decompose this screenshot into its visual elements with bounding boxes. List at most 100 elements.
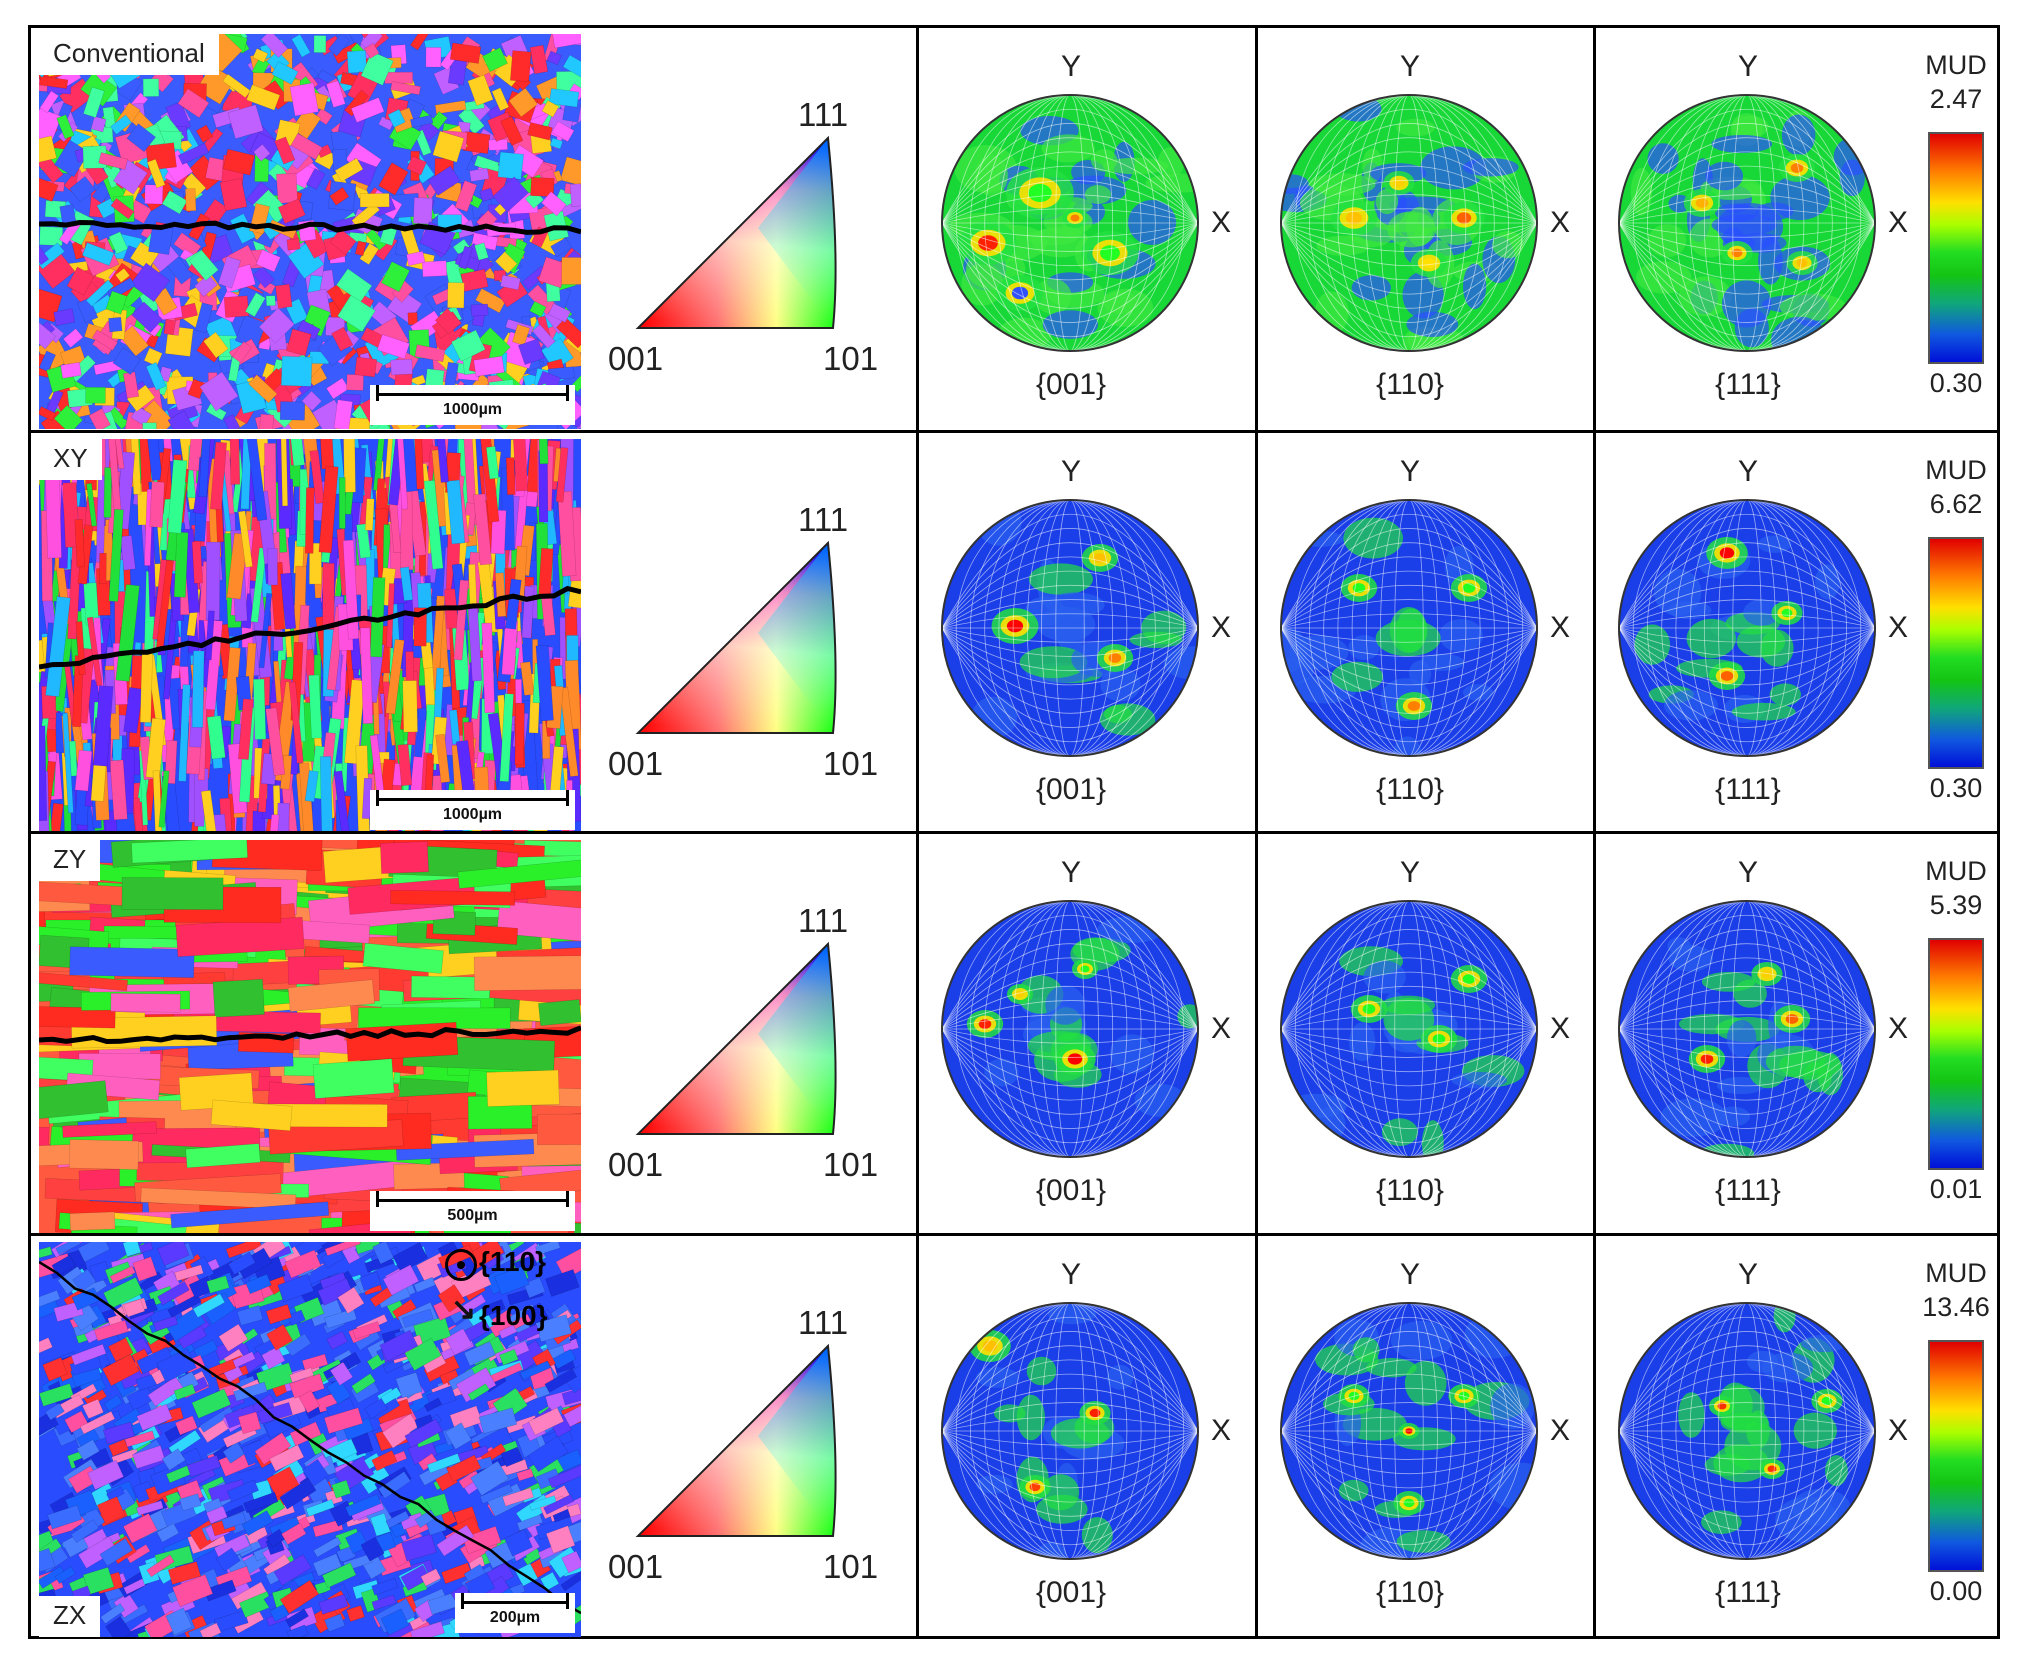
crack-line — [39, 219, 581, 235]
pole-figure-plot — [1618, 1301, 1876, 1560]
pole-figure-plot — [941, 94, 1199, 352]
crack-line — [39, 1260, 581, 1614]
colorbar-min: 0.30 — [1929, 772, 1983, 803]
axis-x-label: X — [1888, 1012, 1909, 1045]
pole-figure-outline — [1618, 498, 1876, 757]
mud-colorbar: MUD 13.46 0.00 — [1911, 1236, 2001, 1638]
pole-figure-plot — [1280, 900, 1538, 1158]
ipf-label-111: 111 — [798, 500, 849, 538]
ipf-label-101: 101 — [823, 1547, 879, 1585]
ebsd-map-cell: ZY 500µm — [39, 840, 581, 1235]
pole-figure-outline — [941, 900, 1199, 1158]
pole-figure-name: {110} — [1376, 368, 1444, 401]
pole-figure-plot — [1280, 498, 1538, 757]
column-divider — [916, 1235, 919, 1637]
sample-label: ZY — [39, 840, 101, 881]
ipf-triangle — [635, 540, 837, 734]
pole-figure-name: {110} — [1376, 1575, 1444, 1609]
column-divider — [1593, 1235, 1596, 1637]
colorbar-title: MUD — [1925, 50, 1987, 80]
scale-bar: 1000µm — [370, 385, 575, 425]
pole-figure-110: Y X {110} — [1265, 433, 1600, 835]
ipf-label-101: 101 — [823, 340, 879, 377]
ebsd-orientation-map — [39, 1241, 581, 1637]
colorbar-gradient — [1928, 938, 1984, 1170]
pole-figure-name: {111} — [1715, 368, 1781, 401]
ipf-color-key: 111 001 101 — [598, 1236, 916, 1638]
pole-figure-plot — [1618, 94, 1876, 352]
colorbar-title: MUD — [1925, 454, 1987, 485]
pole-figure-111: Y X {111} — [1603, 1236, 1938, 1638]
mud-colorbar: MUD 6.62 0.30 — [1911, 433, 2001, 835]
axis-y-label: Y — [1061, 50, 1082, 83]
column-divider — [916, 432, 919, 834]
axis-y-label: Y — [1061, 1257, 1082, 1291]
pole-figure-outline — [1618, 1301, 1876, 1560]
ipf-label-101: 101 — [823, 1146, 879, 1183]
column-divider — [916, 28, 919, 430]
pole-figure-plot — [941, 900, 1199, 1158]
ipf-triangle-outline — [635, 1343, 837, 1537]
pole-figure-plot — [941, 498, 1199, 757]
column-divider — [1255, 1235, 1258, 1637]
pole-figure-110: Y X {110} — [1265, 1236, 1600, 1638]
sample-label: XY — [39, 438, 102, 480]
pole-figure-outline — [941, 94, 1199, 352]
plane-110-label: {110} — [479, 1245, 546, 1277]
row-xy: XY 1000µm 111 001 101 Y X {001} Y X {110} Y X {111} MU… — [31, 429, 1997, 835]
scale-bar: 200µm — [455, 1592, 575, 1633]
axis-x-label: X — [1550, 1012, 1571, 1045]
pole-figure-111: Y X {111} — [1603, 28, 1938, 430]
scale-bar-label: 200µm — [489, 1608, 541, 1626]
ipf-color-key: 111 001 101 — [598, 433, 916, 835]
colorbar-title: MUD — [1925, 856, 1987, 886]
axis-y-label: Y — [1061, 454, 1082, 488]
column-divider — [1593, 834, 1596, 1236]
ipf-color-key: 111 001 101 — [598, 834, 916, 1236]
axis-y-label: Y — [1738, 50, 1759, 83]
column-divider — [1255, 834, 1258, 1236]
colorbar-gradient — [1928, 536, 1984, 769]
ipf-triangle-outline — [635, 135, 837, 329]
crack-line — [39, 585, 581, 669]
ebsd-orientation-map — [39, 840, 581, 1235]
scale-bar-label: 1000µm — [442, 805, 503, 823]
ipf-label-001: 001 — [608, 744, 664, 782]
ipf-label-001: 001 — [608, 1146, 664, 1183]
colorbar-max: 2.47 — [1929, 84, 1983, 114]
axis-x-label: X — [1888, 206, 1909, 239]
row-zy: ZY 500µm 111 001 101 Y X {001} Y X {110} Y X {111} MUD… — [31, 831, 1997, 1236]
sample-label: Conventional — [39, 34, 219, 75]
ipf-triangle — [635, 135, 837, 329]
pole-figure-name: {001} — [1035, 772, 1107, 806]
pole-figure-name: {111} — [1715, 772, 1781, 806]
ipf-label-111: 111 — [798, 96, 849, 133]
pole-figure-plot — [1280, 94, 1538, 352]
column-divider — [916, 834, 919, 1236]
ipf-label-111: 111 — [798, 1303, 849, 1341]
pole-figure-111: Y X {111} — [1603, 433, 1938, 835]
ipf-color-key: 111 001 101 — [598, 28, 916, 430]
colorbar-min: 0.01 — [1929, 1174, 1983, 1204]
row-conventional: Conventional 1000µm 111 001 101 Y X {001} Y X {110… — [31, 28, 1997, 430]
colorbar-min: 0.00 — [1929, 1575, 1983, 1606]
ebsd-map-cell: ZX 200µm {110} ↘ {100} — [39, 1241, 581, 1637]
axis-x-label: X — [1550, 206, 1571, 239]
pole-figure-outline — [941, 498, 1199, 757]
pole-figure-outline — [1280, 1301, 1538, 1560]
figure-panel: Conventional 1000µm 111 001 101 Y X {001} Y X {110… — [28, 25, 2000, 1639]
ipf-label-001: 001 — [608, 340, 664, 377]
pole-figure-name: {001} — [1035, 368, 1107, 401]
column-divider — [1255, 28, 1258, 430]
axis-x-label: X — [1211, 1012, 1232, 1045]
axis-y-label: Y — [1400, 1257, 1421, 1291]
pole-figure-outline — [1280, 94, 1538, 352]
column-divider — [1255, 432, 1258, 834]
axis-y-label: Y — [1738, 856, 1759, 889]
pole-figure-outline — [1618, 900, 1876, 1158]
pole-figure-110: Y X {110} — [1265, 834, 1600, 1236]
axis-x-label: X — [1550, 1413, 1571, 1447]
axis-x-label: X — [1211, 1413, 1232, 1447]
colorbar-gradient — [1928, 132, 1984, 364]
scale-bar-label: 500µm — [447, 1207, 498, 1224]
